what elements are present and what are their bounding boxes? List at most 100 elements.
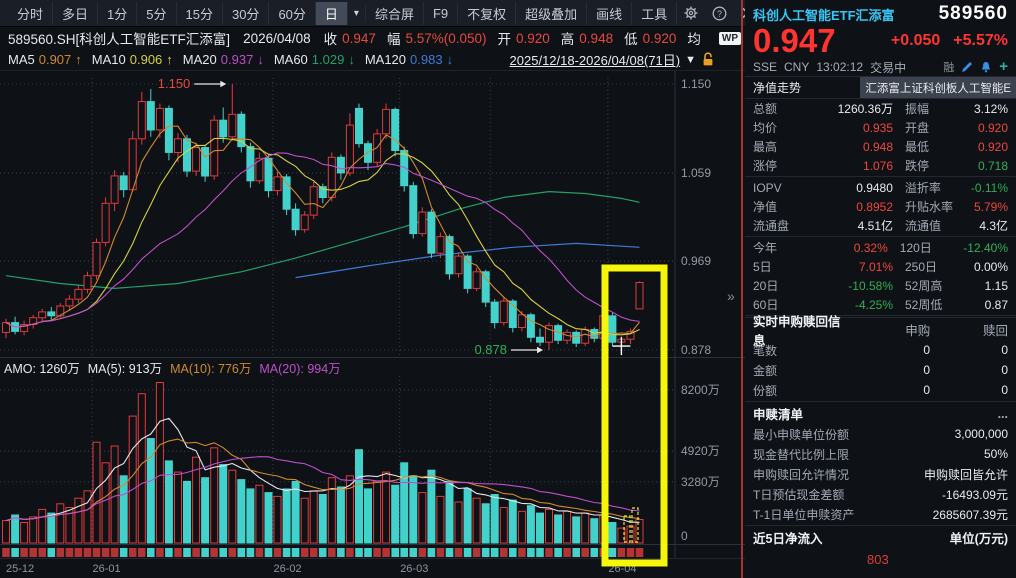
panel-divider[interactable] xyxy=(741,0,743,578)
price-axis-label: 1.150 xyxy=(681,77,711,91)
period-tab-6[interactable]: 60分 xyxy=(269,1,316,25)
period-tabs: 分时 多日 1分 5分 15分 30分 60分日 xyxy=(8,1,348,25)
updown-ribbon xyxy=(2,548,644,557)
trading-status: 交易中 xyxy=(870,60,907,75)
ma-label-3: MA60 xyxy=(273,52,308,67)
avg-toggle[interactable]: 均 xyxy=(687,32,701,47)
tool-button-0[interactable]: 综合屏 xyxy=(366,1,424,25)
stat-row-10: 60日 -4.25% 52周低 0.87 xyxy=(753,297,1008,313)
panel-collapse-icon[interactable]: » xyxy=(727,288,735,304)
stat-row-7: 今年 0.32% 120日 -12.40% xyxy=(753,240,1008,256)
ma-direction-arrow-1: ↑ xyxy=(166,52,173,67)
add-plus-icon[interactable]: + xyxy=(999,58,1008,75)
price-change: +0.050 +5.57% xyxy=(890,32,1008,49)
stat-row-3: 涨停 1.076 跌停 0.718 xyxy=(753,158,1008,174)
stat-row-0: 总额 1260.36万 振幅 3.12% xyxy=(753,101,1008,117)
ma-direction-arrow-4: ↓ xyxy=(446,52,454,67)
last-price: 0.947 xyxy=(753,22,836,59)
price-axis-label: 1.059 xyxy=(681,166,711,180)
low-value: 0.920 xyxy=(642,30,677,46)
flow-section-title: 近5日净流入 单位(万元) xyxy=(753,532,1008,546)
subscribe-row-2: 份额 0 0 xyxy=(753,383,1008,398)
toolbar-tools: 综合屏 F9 不复权 超级叠加 画线 工具 ? xyxy=(366,1,763,25)
period-dropdown-caret[interactable]: ▾ xyxy=(348,5,366,21)
period-tab-0[interactable]: 分时 xyxy=(8,1,54,25)
period-tab-1[interactable]: 多日 xyxy=(53,1,99,25)
high-value: 0.948 xyxy=(579,30,614,46)
range-caret-icon[interactable]: ▼ xyxy=(685,53,696,66)
stat-row-8: 5日 7.01% 250日 0.00% xyxy=(753,259,1008,275)
x-axis-label: 26-02 xyxy=(274,563,302,575)
ma-direction-arrow-3: ↓ xyxy=(348,52,355,67)
etf-code: 589560 xyxy=(938,3,1008,24)
subscribe-section-title: 实时申购赎回信息 申购 赎回 xyxy=(753,314,1008,348)
unlock-icon[interactable] xyxy=(701,52,715,67)
candles-layer xyxy=(2,84,644,350)
change-value: 5.57%(0.050) xyxy=(405,30,487,46)
price-annotation: 1.150 xyxy=(158,76,191,91)
edit-pencil-icon[interactable] xyxy=(961,61,973,73)
period-tab-2[interactable]: 1分 xyxy=(98,1,138,25)
volume-axis-label: 0 xyxy=(681,529,688,543)
date-range-selector[interactable]: 2025/12/18-2026/04/08(71日) xyxy=(509,53,681,68)
list-row-1: 现金替代比例上限 50% xyxy=(753,447,1008,462)
ma-label-2: MA20 xyxy=(182,52,217,67)
price-axis-label: 0.878 xyxy=(681,343,711,357)
ma-value-3: 1.029 xyxy=(311,52,345,67)
tab-nav-trend[interactable]: 净值走势 xyxy=(753,81,802,95)
list-row-0: 最小申赎单位份额 3,000,000 xyxy=(753,427,1008,442)
x-axis-label: 26-01 xyxy=(93,563,121,575)
quote-info-row: 589560.SH[科创人工智能ETF汇添富] 2026/04/08 收 0.9… xyxy=(0,27,745,49)
stats-grid: 总额 1260.36万 振幅 3.12% 均价 0.935 开盘 0.920 最高 0.948 最低… xyxy=(745,99,1016,316)
svg-text:?: ? xyxy=(717,9,722,19)
market-status-row: SSE CNY 13:02:12 交易中 融 + xyxy=(745,58,1016,77)
chart-column: 分时 多日 1分 5分 15分 30分 60分日 ▾ 综合屏 F9 不复权 超级叠加 画线 工具 ? … xyxy=(0,0,750,578)
kline-chart-area[interactable]: 1.150 1.059 0.969 0.878 8200万 4920万 3280万 0 25-1… xyxy=(0,70,745,578)
ma-value-2: 0.937 xyxy=(220,52,254,67)
kline-svg[interactable]: 1.150 1.059 0.969 0.878 8200万 4920万 3280万 0 25-1… xyxy=(0,70,745,578)
stat-row-6: 流通盘 4.51亿 流通值 4.3亿 xyxy=(753,219,1008,233)
ma-label-4: MA120 xyxy=(364,52,407,67)
margin-flag: 融 xyxy=(943,62,955,74)
list-row-4: T-1日单位申赎资产 2685607.39元 xyxy=(753,507,1008,522)
more-options-icon[interactable]: ... xyxy=(997,406,1008,421)
subscribe-row-1: 金额 0 0 xyxy=(753,363,1008,378)
stat-row-2: 最高 0.948 最低 0.920 xyxy=(753,139,1008,155)
tool-button-2[interactable]: 不复权 xyxy=(458,1,517,25)
ma-label-0: MA5 xyxy=(8,52,35,67)
ma-direction-arrow-0: ↑ xyxy=(75,52,82,67)
period-tab-7[interactable]: 日 xyxy=(315,1,348,25)
ma-indicator-row: MA5 0.907 ↑ MA10 0.906 ↑ MA20 0.937 ↓ MA60 1.029 ↓ M… xyxy=(0,49,745,71)
period-tab-4[interactable]: 15分 xyxy=(177,1,223,25)
tab-fund-name[interactable]: 汇添富上证科创板人工智能E xyxy=(860,77,1016,98)
flow-day-value: 803 xyxy=(867,552,889,567)
date-label: 2026/04/08 xyxy=(243,30,311,46)
tool-button-4[interactable]: 画线 xyxy=(587,1,633,25)
help-icon[interactable]: ? xyxy=(705,6,734,21)
open-value: 0.920 xyxy=(516,30,550,46)
period-tab-3[interactable]: 5分 xyxy=(137,1,177,25)
settings-gear-icon[interactable] xyxy=(677,6,705,20)
wp-badge-icon[interactable]: WP xyxy=(718,31,741,45)
volume-axis-label: 3280万 xyxy=(681,475,720,489)
alert-bell-icon[interactable] xyxy=(980,61,992,73)
ma-direction-arrow-2: ↓ xyxy=(257,52,264,67)
tool-button-3[interactable]: 超级叠加 xyxy=(516,1,588,25)
price-axis-label: 0.969 xyxy=(681,254,711,268)
volume-axis-label: 4920万 xyxy=(681,444,720,458)
tool-button-5[interactable]: 工具 xyxy=(632,1,678,25)
panel-tabs: 净值走势 汇添富上证科创板人工智能E xyxy=(745,77,1016,99)
stat-row-9: 20日 -10.58% 52周高 1.15 xyxy=(753,278,1008,294)
symbol-label: 589560.SH[科创人工智能ETF汇添富] xyxy=(8,32,231,47)
clock-time: 13:02:12 xyxy=(816,60,864,74)
tool-button-1[interactable]: F9 xyxy=(424,3,459,23)
list-row-2: 申购赎回允许情况 申购赎回皆允许 xyxy=(753,467,1008,482)
period-tab-5[interactable]: 30分 xyxy=(223,1,270,25)
highlight-box xyxy=(601,264,668,567)
subscribe-row-0: 笔数 0 0 xyxy=(753,343,1008,358)
volume-layer xyxy=(2,382,644,544)
x-axis-label: 25-12 xyxy=(6,563,34,575)
close-value: 0.947 xyxy=(342,30,376,46)
ma-label-1: MA10 xyxy=(91,52,126,67)
